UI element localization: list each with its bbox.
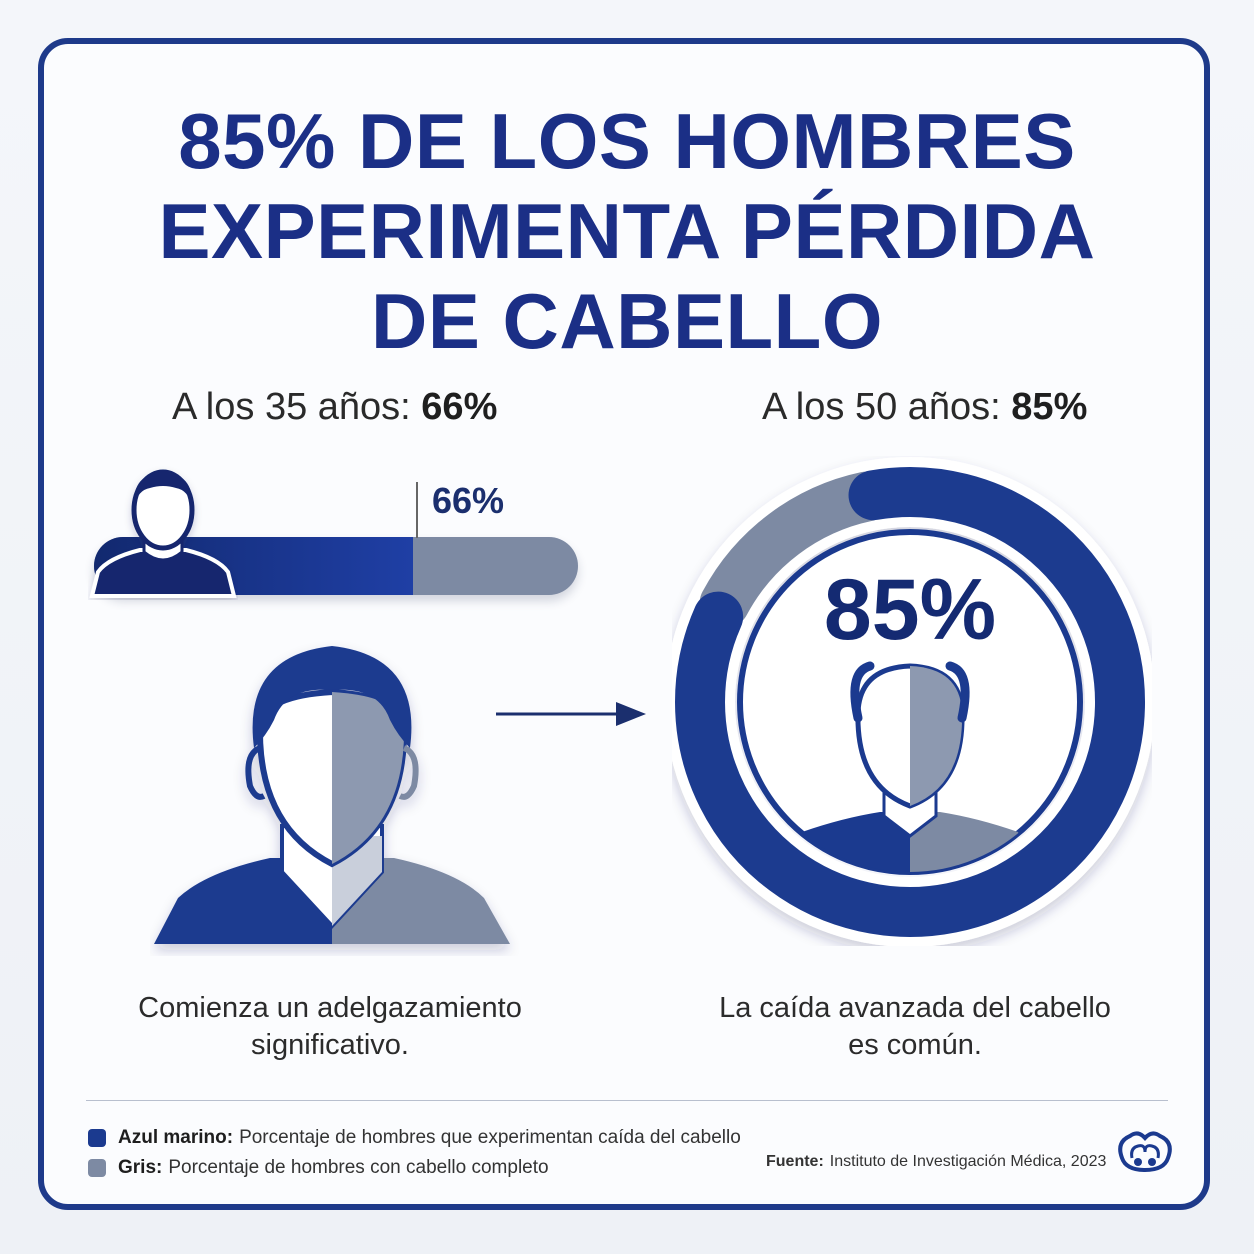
title-line-2: EXPERIMENTA PÉRDIDA [158, 187, 1096, 275]
legend-gray-text: Porcentaje de hombres con cabello comple… [168, 1157, 549, 1178]
left-caption: Comienza un adelgazamiento significativo… [120, 990, 540, 1064]
source-note: Fuente: Instituto de Investigación Médica… [766, 1153, 1106, 1171]
donut-chart [672, 457, 1152, 946]
right-caption-line-2: es común. [848, 1029, 982, 1061]
footer-divider [86, 1100, 1168, 1101]
source-text: Instituto de Investigación Médica, 2023 [829, 1153, 1107, 1170]
legend-navy-key: Azul marino: [118, 1127, 234, 1148]
left-caption-line-1: Comienza un adelgazamiento [138, 992, 522, 1024]
legend-item-navy: Azul marino: Porcentaje de hombres que e… [88, 1124, 741, 1152]
title-line-3: DE CABELLO [371, 277, 883, 365]
source-key: Fuente: [766, 1153, 824, 1170]
donut-value-label: 85% [823, 562, 997, 658]
page-title: 85% DE LOS HOMBRES EXPERIMENTA PÉRDIDA D… [60, 96, 1194, 366]
legend: Azul marino: Porcentaje de hombres que e… [88, 1124, 741, 1184]
legend-swatch-gray [88, 1159, 106, 1177]
legend-gray-key: Gris: [118, 1157, 163, 1178]
small-person-icon [89, 469, 237, 598]
donut-slice-navy [675, 467, 1145, 937]
age-35-header-prefix: A los 35 años: [172, 386, 422, 428]
legend-navy-text: Porcentaje de hombres que experimentan c… [239, 1127, 741, 1148]
donut-slice-gray [699, 471, 892, 629]
large-person-icon [154, 646, 510, 944]
age-50-header-value: 85% [1011, 386, 1088, 428]
bar-marker-line [416, 482, 418, 538]
legend-item-gray: Gris: Porcentaje de hombres con cabello … [88, 1154, 741, 1182]
title-line-1: 85% DE LOS HOMBRES [178, 97, 1076, 185]
right-caption: La caída avanzada del cabello es común. [700, 990, 1130, 1064]
age-50-header: A los 50 años: 85% [762, 386, 1087, 429]
logo-icon [1118, 1131, 1172, 1173]
legend-swatch-navy [88, 1129, 106, 1147]
age-35-header: A los 35 años: 66% [172, 386, 497, 429]
bar-value-label: 66% [432, 480, 505, 521]
right-caption-line-1: La caída avanzada del cabello [719, 992, 1111, 1024]
arrow-right-icon [496, 702, 646, 726]
age-50-header-prefix: A los 50 años: [762, 386, 1012, 428]
age-35-header-value: 66% [421, 386, 498, 428]
left-caption-line-2: significativo. [251, 1029, 409, 1061]
